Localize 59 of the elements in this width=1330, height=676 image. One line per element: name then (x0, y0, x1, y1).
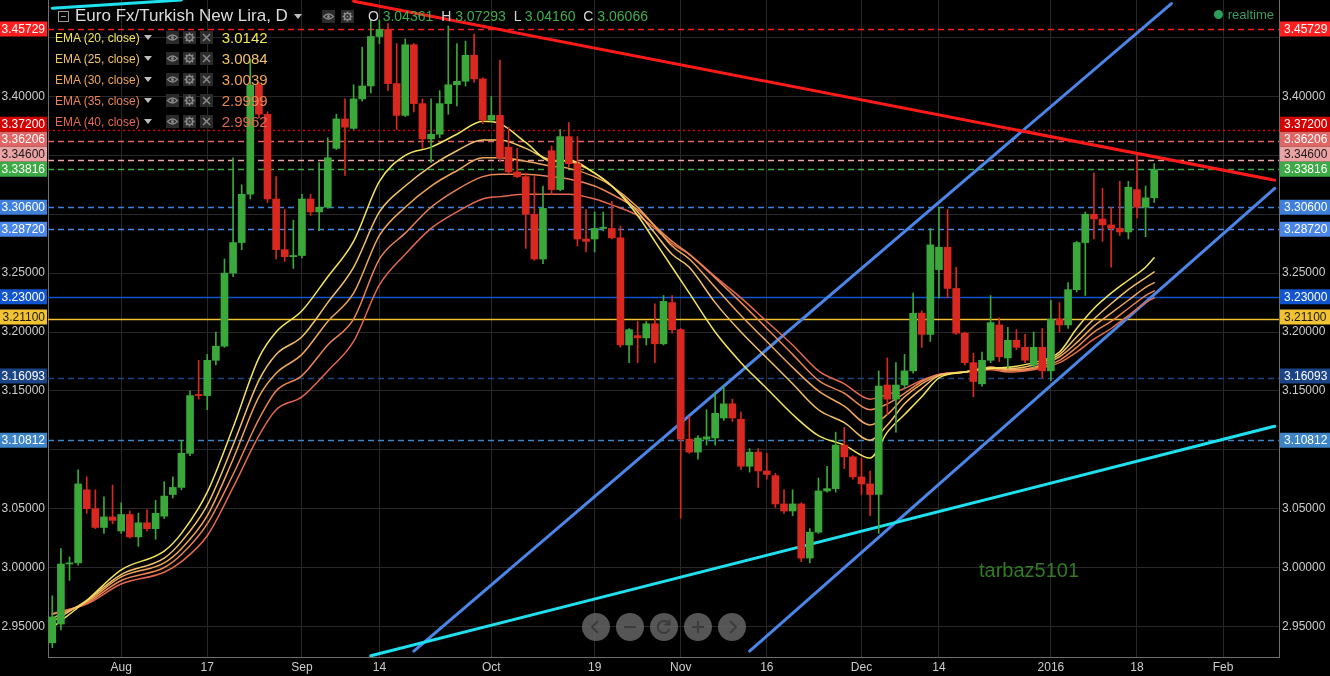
y2-tick-label: 3.20000 (1282, 324, 1326, 339)
text: 3.21100 (1284, 309, 1327, 324)
x-tick-label: 16 (760, 659, 774, 674)
x-tick-label: Nov (670, 659, 692, 674)
y2-tick-label: 3.00000 (1282, 559, 1326, 574)
ref-line-label: 3.21100 (2, 309, 46, 324)
y2-tick-label: 2.95000 (1282, 618, 1326, 633)
x-tick-label: 2016 (1037, 659, 1065, 674)
text: 3.23000 (1284, 289, 1328, 304)
ref-line-label: 3.45729 (1, 21, 46, 36)
annotation: realtime (1227, 7, 1274, 22)
text: EMA (25, close) (55, 51, 140, 66)
y2-tick-label: 3.25000 (1282, 265, 1326, 280)
ref-line-label: 3.28720 (1, 222, 46, 237)
y-tick-label: 3.20000 (1, 324, 46, 339)
ref-line-label: 3.16093 (1, 368, 46, 383)
text: EMA (20, close) (55, 30, 140, 45)
x-tick-label: Feb (1212, 659, 1234, 674)
y-tick-label: 3.15000 (1, 383, 46, 398)
text: 3.45729 (1284, 21, 1328, 36)
ref-line-label: 3.34600 (1, 147, 46, 162)
text: EMA (30, close) (55, 72, 140, 87)
y-tick-label: 3.05000 (1, 500, 46, 515)
text: 3.10812 (1284, 433, 1328, 448)
text: 3.36206 (1284, 132, 1328, 147)
x-tick-label: Sep (291, 659, 313, 674)
x-tick-label: Oct (482, 659, 502, 674)
annotation: 3.0142 (221, 29, 268, 46)
ref-line-label: 3.23000 (1, 289, 46, 304)
text: 3.16093 (1284, 368, 1328, 383)
y-tick-label: 2.95000 (1, 618, 46, 633)
chart-title: Euro Fx/Turkish New Lira, D (75, 6, 288, 26)
y-tick-label: 3.00000 (1, 559, 46, 574)
ref-line-label: 3.10812 (1, 433, 46, 448)
x-tick-label: 14 (372, 659, 387, 674)
x-tick-label: 14 (932, 659, 946, 674)
x-tick-label: 18 (1130, 659, 1144, 674)
x-tick-label: Aug (110, 659, 132, 674)
text: 3.33816 (1284, 162, 1328, 177)
y2-tick-label: 3.40000 (1282, 88, 1326, 103)
annotation: tarbaz5101 (979, 559, 1080, 582)
ref-line-label: 3.30600 (1, 200, 46, 215)
x-tick-label: 19 (587, 659, 602, 674)
text: 3.30600 (1284, 200, 1328, 215)
text: EMA (40, close) (55, 114, 140, 129)
text: 3.37200 (1284, 117, 1328, 132)
ref-line-label: 3.36206 (1, 132, 46, 147)
y2-tick-label: 3.15000 (1282, 383, 1326, 398)
text: 3.28720 (1284, 222, 1328, 237)
x-tick-label: Dec (850, 659, 873, 674)
y-tick-label: 3.25000 (1, 265, 46, 280)
ref-line-label: 3.33816 (1, 162, 46, 177)
text: 3.34600 (1284, 147, 1328, 162)
annotation: 3.0084 (221, 50, 268, 67)
y-tick-label: 3.40000 (1, 88, 46, 103)
y2-tick-label: 3.05000 (1282, 500, 1326, 515)
ref-line-label: 3.37200 (1, 117, 46, 132)
x-tick-label: 17 (200, 659, 215, 674)
text: EMA (35, close) (55, 93, 140, 108)
